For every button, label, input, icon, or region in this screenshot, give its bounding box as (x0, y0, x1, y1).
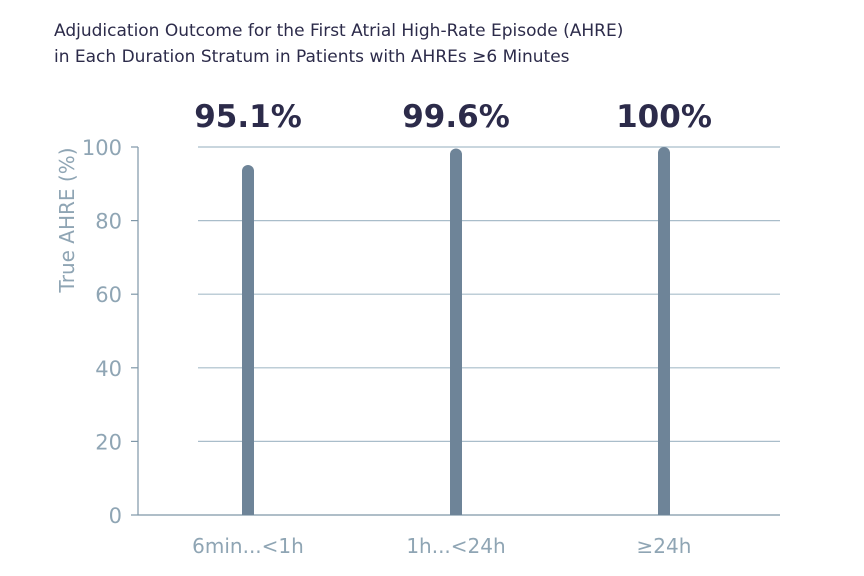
chart-title: Adjudication Outcome for the First Atria… (54, 18, 623, 70)
chart-title-line-1: Adjudication Outcome for the First Atria… (54, 21, 624, 41)
bar (450, 148, 462, 516)
bars (242, 147, 670, 516)
gridlines (198, 146, 780, 442)
y-tick-label: 20 (95, 430, 122, 454)
x-tick-label: 1h...<24h (406, 534, 505, 558)
data-label: 100% (616, 99, 712, 135)
y-axis-title: True AHRE (%) (55, 147, 79, 293)
bar-base (450, 503, 462, 515)
bar (242, 165, 254, 516)
data-label: 95.1% (194, 99, 302, 135)
bar-base (658, 503, 670, 515)
y-tick-label: 40 (95, 357, 122, 381)
y-tick-label: 60 (95, 283, 122, 307)
y-tick-label: 0 (109, 504, 122, 528)
bar (658, 147, 670, 515)
bar-base (242, 503, 254, 515)
data-label: 99.6% (402, 99, 510, 135)
labels: 95.1% 6min...<1h 99.6% 1h...<24h 100% ≥24h (192, 99, 712, 558)
chart-title-line-2: in Each Duration Stratum in Patients wit… (54, 47, 570, 67)
y-tick-label: 80 (95, 210, 122, 234)
y-tick-label: 100 (82, 136, 122, 160)
x-tick-label: ≥24h (637, 534, 692, 558)
x-tick-label: 6min...<1h (192, 534, 304, 558)
